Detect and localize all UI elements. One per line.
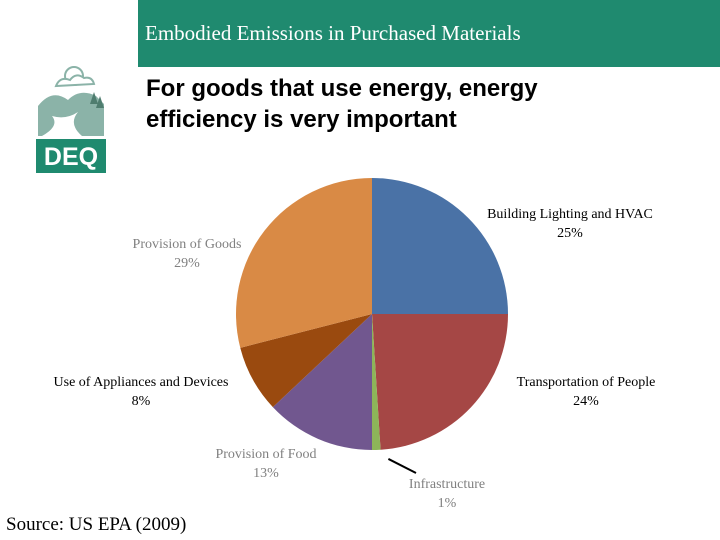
pie-slice-infrastructure — [372, 314, 381, 450]
pie-slice-transportation-of-people — [372, 314, 508, 450]
slice-label-use-of-appliances-and-devices: Use of Appliances and Devices — [54, 375, 229, 390]
slice-label-provision-of-goods: Provision of Goods — [133, 237, 242, 252]
title-bar: Embodied Emissions in Purchased Material… — [138, 0, 720, 67]
slice-value-infrastructure: 1% — [438, 496, 457, 511]
subtitle-line-2: efficiency is very important — [146, 106, 457, 133]
logo-cloud — [54, 74, 96, 88]
slice-value-building-lighting-and-hvac: 25% — [557, 226, 583, 241]
subtitle-line-1: For goods that use energy, energy — [146, 75, 538, 102]
pie-slice-provision-of-food — [272, 314, 372, 450]
slide-subtitle: For goods that use energy, energy effici… — [146, 73, 666, 135]
slide-title: Embodied Emissions in Purchased Material… — [145, 21, 521, 45]
source-citation: Source: US EPA (2009) — [6, 514, 187, 535]
logo-trees — [90, 92, 104, 108]
logo-deq-box — [36, 139, 106, 173]
logo-river — [42, 112, 82, 136]
slice-label-infrastructure: Infrastructure — [409, 477, 485, 492]
slice-label-transportation-of-people: Transportation of People — [517, 375, 656, 390]
slice-value-provision-of-goods: 29% — [174, 256, 200, 271]
slice-value-transportation-of-people: 24% — [573, 394, 599, 409]
pie-slice-provision-of-goods — [236, 178, 372, 348]
slice-label-provision-of-food: Provision of Food — [215, 447, 316, 462]
pie-slice-use-of-appliances-and-devices — [240, 314, 372, 408]
slice-value-provision-of-food: 13% — [253, 466, 279, 481]
deq-logo: DEQ — [36, 66, 106, 173]
pie-slice-building-lighting-and-hvac — [372, 178, 508, 314]
logo-deq-text: DEQ — [44, 143, 98, 171]
leader-line-infrastructure — [387, 458, 417, 474]
slice-label-building-lighting-and-hvac: Building Lighting and HVAC — [487, 207, 653, 222]
slice-value-use-of-appliances-and-devices: 8% — [132, 394, 151, 409]
